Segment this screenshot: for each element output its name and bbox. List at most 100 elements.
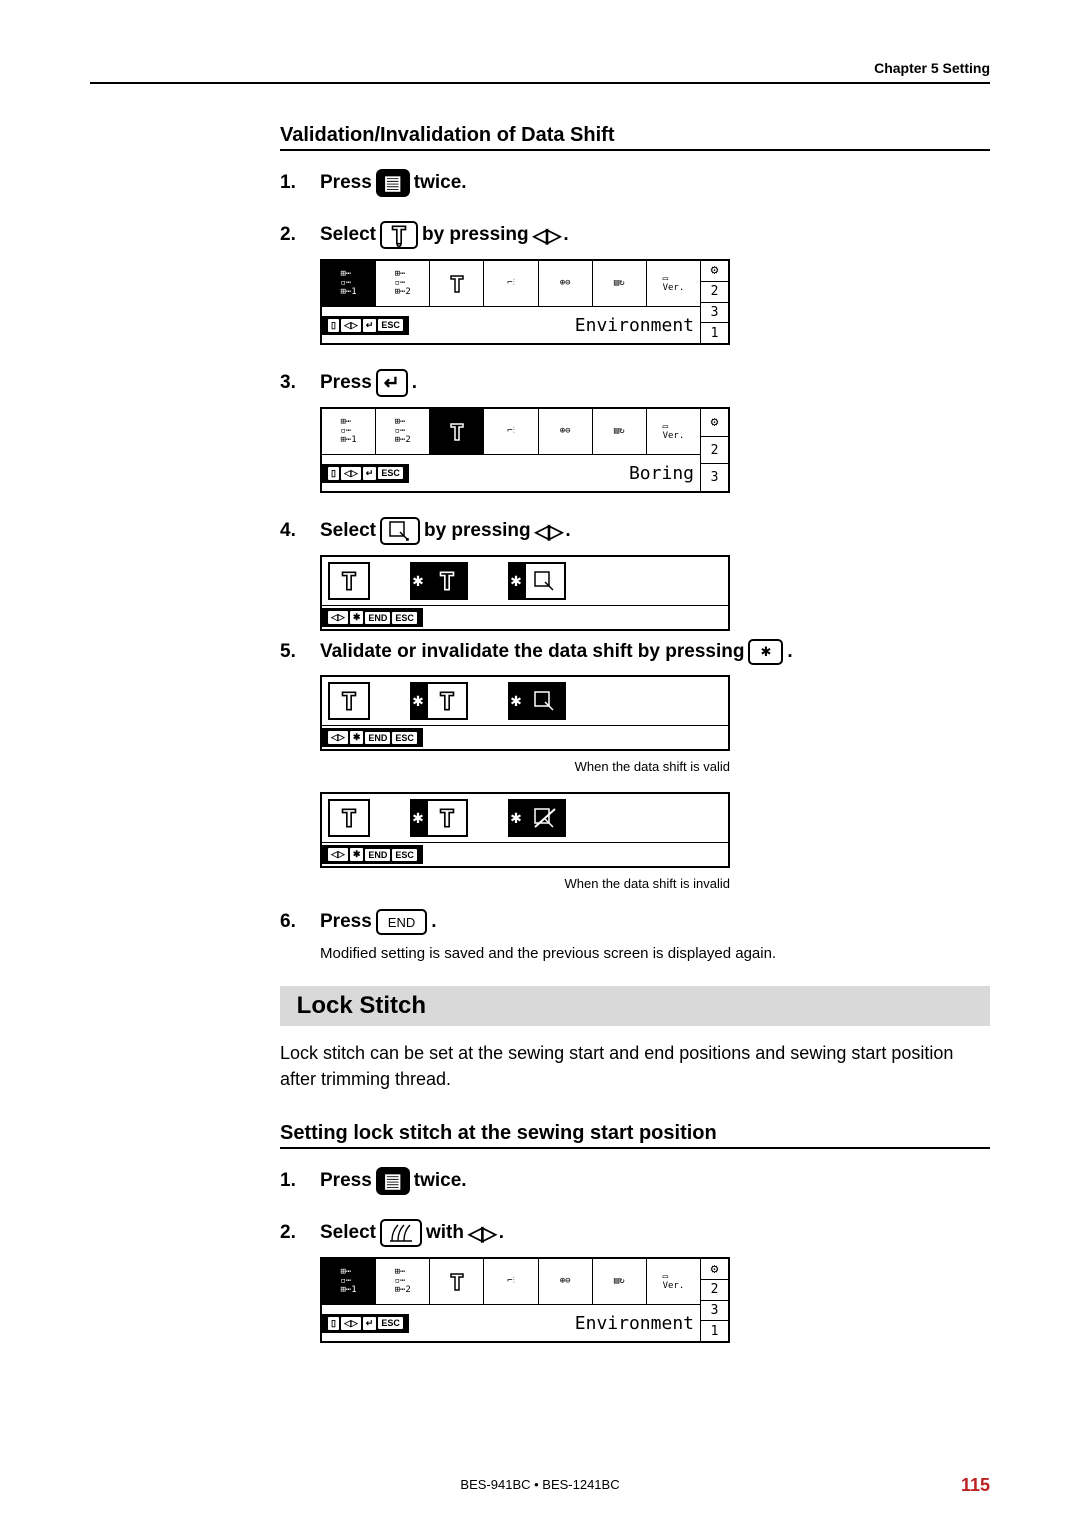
step-num: 2. <box>280 224 320 246</box>
step-text: . <box>431 911 436 933</box>
lcd-status: Environment <box>575 1313 700 1334</box>
section-heading-validation: Validation/Invalidation of Data Shift <box>280 124 990 147</box>
step-6-note: Modified setting is saved and the previo… <box>320 945 990 962</box>
lcd-status: Environment <box>575 315 700 336</box>
sub-icon <box>328 682 370 720</box>
lcd-status: Boring <box>629 463 700 484</box>
lcd-tab: ⊞⋯▫⋯⊞⋯2 <box>376 1259 430 1304</box>
lcd-tab-active <box>430 409 484 454</box>
marker-icon: ✱ <box>508 562 524 600</box>
step-num: 2. <box>280 1222 320 1244</box>
step-text: . <box>787 641 792 663</box>
step-3: 3. Press ↵ . <box>280 369 990 397</box>
enter-icon: ↵ <box>376 369 408 397</box>
top-rule <box>90 82 990 84</box>
lcd-tab: ▤↻ <box>593 409 647 454</box>
page-number: 115 <box>961 1475 990 1496</box>
lcd-tab: ⊞⋯▫⋯⊞⋯1 <box>322 409 376 454</box>
footer-model: BES-941BC • BES-1241BC <box>90 1477 990 1492</box>
step-num: 1. <box>280 1170 320 1192</box>
arrow-keys-icon: ◁▷ <box>535 519 562 544</box>
lcd-tab: ⌐⫶ <box>484 261 538 306</box>
step-text: Press <box>320 1170 372 1192</box>
step-num: 3. <box>280 372 320 394</box>
caption-valid: When the data shift is valid <box>320 759 730 774</box>
step-num: 5. <box>280 641 320 663</box>
star-key-icon: ✱ <box>748 639 783 665</box>
shift-icon <box>380 517 420 545</box>
lcd-tab: ⊞⋯▫⋯⊞⋯1 <box>322 261 376 306</box>
step-text: Select <box>320 1222 376 1244</box>
step-num: 4. <box>280 520 320 542</box>
ls-step-2: 2. Select with ◁▷ . <box>280 1219 990 1247</box>
lcd-tab: ⊕⊖ <box>539 1259 593 1304</box>
lcd-sub-4: ✱ ✱ ◁▷ ✱ END ESC <box>320 555 730 631</box>
arrow-keys-icon: ◁▷ <box>468 1221 495 1246</box>
sub-icon-active <box>524 682 566 720</box>
lcd-tab: ▤↻ <box>593 1259 647 1304</box>
step-1: 1. Press ▤ twice. <box>280 169 990 197</box>
lock-stitch-body: Lock stitch can be set at the sewing sta… <box>280 1040 990 1092</box>
lcd-right-col: ⚙ 2 3 <box>700 409 728 491</box>
sub-icon <box>426 799 468 837</box>
arrow-keys-icon: ◁▷ <box>533 223 560 248</box>
step-text: Select <box>320 520 376 542</box>
lcd-nav: ▯ ◁▷ ↵ ESC <box>322 1314 409 1333</box>
lcd-screen-1: ⊞⋯▫⋯⊞⋯1 ⊞⋯▫⋯⊞⋯2 ⌐⫶ ⊕⊖ ▤↻ ▭Ver. ▯ ◁▷ ↵ <box>320 259 730 345</box>
lcd-tab <box>430 261 484 306</box>
page-icon: ▤ <box>376 169 410 197</box>
lcd-tab: ⊞⋯▫⋯⊞⋯1 <box>322 1259 376 1304</box>
section-rule <box>280 1147 990 1149</box>
lcd-tab: ⊞⋯▫⋯⊞⋯2 <box>376 409 430 454</box>
lcd-tab: ⊕⊖ <box>539 409 593 454</box>
section-rule <box>280 149 990 151</box>
ls-step-1: 1. Press ▤ twice. <box>280 1167 990 1195</box>
step-text: Validate or invalidate the data shift by… <box>320 641 744 663</box>
step-text: twice. <box>414 172 467 194</box>
sub-icon-active <box>426 562 468 600</box>
step-text: . <box>563 224 568 246</box>
sub-icon <box>426 682 468 720</box>
step-5: 5. Validate or invalidate the data shift… <box>280 639 990 665</box>
needle-icon <box>380 1219 422 1247</box>
sub-icon <box>524 562 566 600</box>
step-text: twice. <box>414 1170 467 1192</box>
step-num: 1. <box>280 172 320 194</box>
marker-icon: ✱ <box>508 682 524 720</box>
lcd-nav: ◁▷ ✱ END ESC <box>322 728 423 747</box>
caption-invalid: When the data shift is invalid <box>320 876 730 891</box>
lcd-sub-invalid: ✱ ✱ ◁▷ ✱ END ESC <box>320 792 730 868</box>
step-text: with <box>426 1222 464 1244</box>
lcd-tab: ⊞⋯▫⋯⊞⋯2 <box>376 261 430 306</box>
lcd-tab: ⌐⫶ <box>484 409 538 454</box>
step-text: Press <box>320 911 372 933</box>
lcd-right-col: ⚙ 2 3 1 <box>700 261 728 343</box>
step-4: 4. Select by pressing ◁▷ . <box>280 517 990 545</box>
marker-icon: ✱ <box>410 562 426 600</box>
chapter-header: Chapter 5 Setting <box>90 60 990 76</box>
section-heading-lockstart: Setting lock stitch at the sewing start … <box>280 1122 990 1145</box>
marker-icon: ✱ <box>410 799 426 837</box>
lcd-sub-valid: ✱ ✱ ◁▷ ✱ END ESC <box>320 675 730 751</box>
lcd-nav: ▯ ◁▷ ↵ ESC <box>322 464 409 483</box>
lcd-right-col: ⚙ 2 3 1 <box>700 1259 728 1341</box>
step-num: 6. <box>280 911 320 933</box>
lcd-screen-2: ⊞⋯▫⋯⊞⋯1 ⊞⋯▫⋯⊞⋯2 ⌐⫶ ⊕⊖ ▤↻ ▭Ver. ▯ ◁▷ ↵ <box>320 407 730 493</box>
step-6: 6. Press END . <box>280 909 990 935</box>
step-text: by pressing <box>422 224 529 246</box>
page-icon: ▤ <box>376 1167 410 1195</box>
lcd-screen-ls: ⊞⋯▫⋯⊞⋯1 ⊞⋯▫⋯⊞⋯2 ⌐⫶ ⊕⊖ ▤↻ ▭Ver. ▯ ◁▷ ↵ <box>320 1257 730 1343</box>
sub-icon <box>328 799 370 837</box>
marker-icon: ✱ <box>410 682 426 720</box>
lcd-tab <box>430 1259 484 1304</box>
lcd-tab: ▭Ver. <box>647 1259 700 1304</box>
step-text: . <box>412 372 417 394</box>
lock-stitch-heading: Lock Stitch <box>280 986 990 1026</box>
lcd-tab: ⌐⫶ <box>484 1259 538 1304</box>
sub-icon-invalid <box>524 799 566 837</box>
lcd-tab: ▭Ver. <box>647 409 700 454</box>
tool-icon <box>380 221 418 249</box>
step-text: Press <box>320 172 372 194</box>
step-text: . <box>499 1222 504 1244</box>
marker-icon: ✱ <box>508 799 524 837</box>
